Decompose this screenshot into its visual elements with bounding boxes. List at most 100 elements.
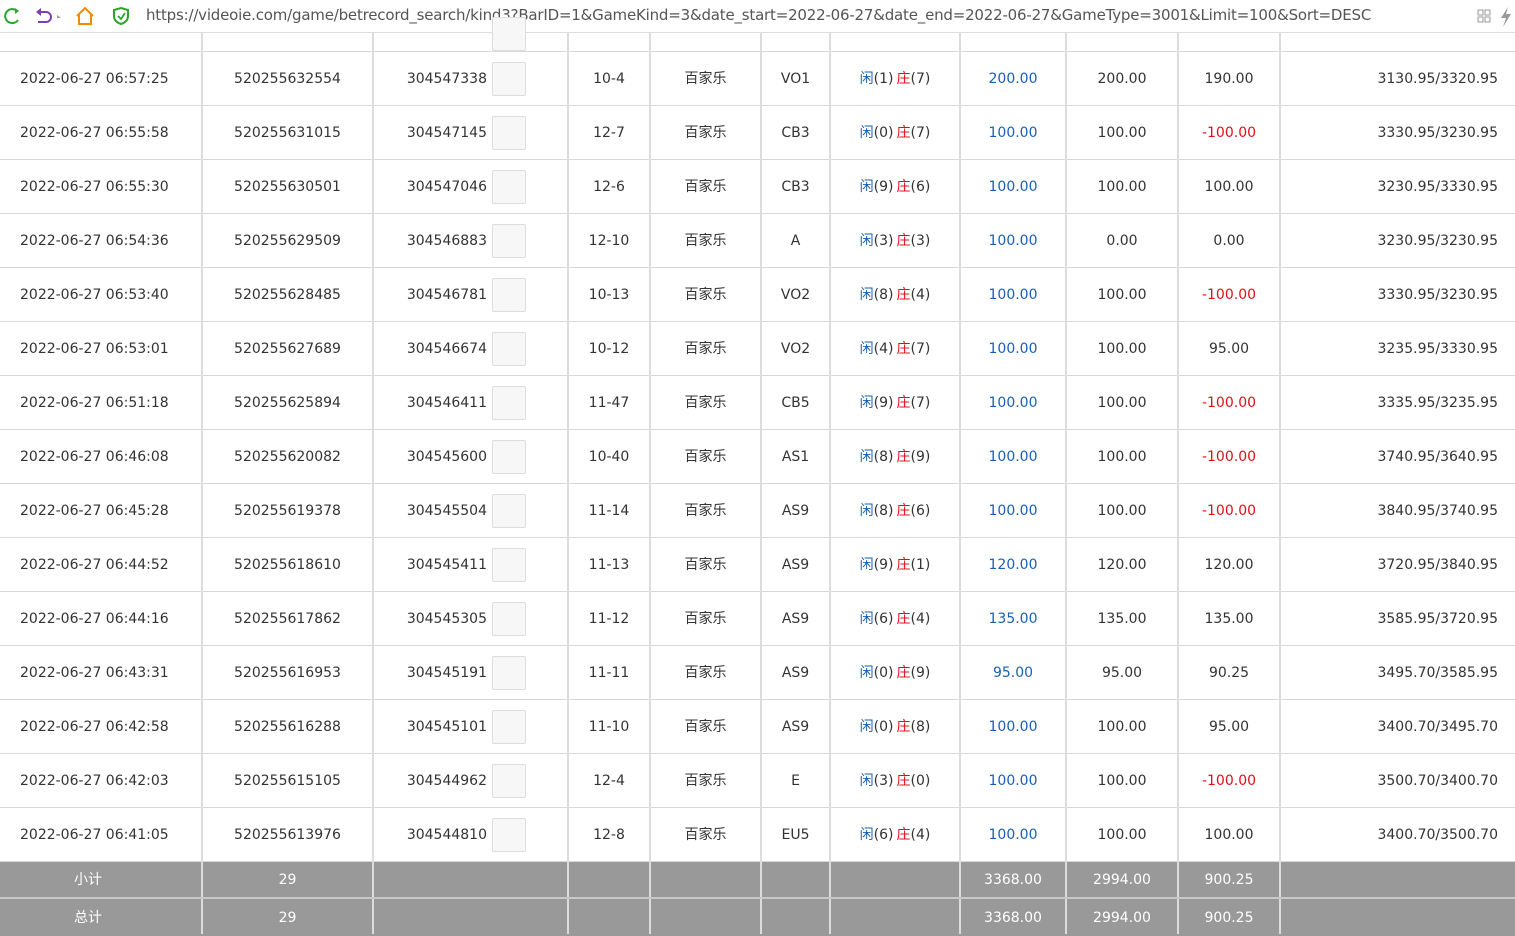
bet-amount: 120.00 [988, 557, 1038, 573]
profit: 190.00 [1204, 71, 1254, 87]
player-label: 闲 [859, 719, 874, 735]
game-id: 304546883 [406, 233, 487, 249]
result: 闲(3) 庄(3) [830, 231, 960, 251]
game: 百家乐 [684, 341, 727, 357]
replay-icon[interactable] [492, 548, 526, 582]
result: 闲(8) 庄(4) [830, 285, 960, 305]
player-label: 闲 [859, 827, 874, 843]
table: CB3 [781, 125, 810, 141]
banker-label: 庄 [896, 395, 911, 411]
replay-icon[interactable] [492, 494, 526, 528]
game: 百家乐 [684, 71, 727, 87]
footer-gap [0, 897, 1515, 899]
profit: 95.00 [1208, 341, 1250, 357]
time: 2022-06-27 06:45:28 [20, 503, 169, 519]
valid: 95.00 [1101, 665, 1143, 681]
player-label: 闲 [859, 341, 874, 357]
balance: 3330.95/3230.95 [1377, 125, 1498, 141]
bet-amount: 200.00 [988, 71, 1038, 87]
profit: 900.25 [1204, 909, 1254, 926]
balance: 3230.95/3230.95 [1377, 233, 1498, 249]
replay-icon[interactable] [492, 764, 526, 798]
game-id: 304544810 [406, 827, 487, 843]
round: 12-7 [593, 125, 625, 141]
profit: -100.00 [1201, 773, 1257, 789]
result: 闲(8) 庄(9) [830, 447, 960, 467]
banker-score: (0) [910, 773, 931, 789]
row-divider [0, 483, 1515, 484]
label: 总计 [74, 909, 102, 926]
replay-icon[interactable] [492, 656, 526, 690]
profit: 100.00 [1204, 179, 1254, 195]
table: CB5 [781, 395, 810, 411]
row-divider [0, 429, 1515, 430]
replay-icon[interactable] [492, 440, 526, 474]
player-score: (3) [873, 773, 894, 789]
game: 百家乐 [684, 827, 727, 843]
balance: 3400.70/3500.70 [1377, 827, 1498, 843]
player-score: (6) [873, 827, 894, 843]
player-score: (1) [873, 71, 894, 87]
refresh-icon[interactable] [4, 8, 19, 25]
replay-icon[interactable] [492, 818, 526, 852]
bet-id: 520255616288 [234, 719, 341, 735]
game-id: 304547046 [406, 179, 487, 195]
replay-icon[interactable] [492, 170, 526, 204]
player-score: (9) [873, 557, 894, 573]
replay-icon[interactable] [492, 602, 526, 636]
game: 百家乐 [684, 503, 727, 519]
replay-icon[interactable] [492, 332, 526, 366]
table: AS9 [781, 665, 810, 681]
column-border [1177, 33, 1179, 934]
game-id: 304545305 [406, 611, 487, 627]
result: 闲(9) 庄(7) [830, 393, 960, 413]
game-id: 304545101 [406, 719, 487, 735]
bet-id: 520255615105 [234, 773, 341, 789]
replay-icon[interactable] [492, 17, 526, 51]
game: 百家乐 [684, 287, 727, 303]
player-label: 闲 [859, 233, 874, 249]
replay-icon[interactable] [492, 710, 526, 744]
row-divider [0, 51, 1515, 52]
replay-icon[interactable] [492, 224, 526, 258]
player-score: (0) [873, 125, 894, 141]
row-divider [0, 861, 1515, 862]
column-border [829, 33, 831, 934]
column-border [1279, 33, 1281, 934]
game-id: 304547145 [406, 125, 487, 141]
banker-label: 庄 [896, 179, 911, 195]
bet-amount: 95.00 [992, 665, 1034, 681]
url[interactable]: https://videoie.com/game/betrecord_searc… [146, 6, 1372, 24]
home-icon[interactable] [76, 6, 94, 25]
time: 2022-06-27 06:54:36 [20, 233, 169, 249]
table: VO2 [780, 287, 811, 303]
column-border [567, 33, 569, 934]
bet-id: 520255618610 [234, 557, 341, 573]
result: 闲(8) 庄(6) [830, 501, 960, 521]
balance: 3720.95/3840.95 [1377, 557, 1498, 573]
round: 10-12 [588, 341, 630, 357]
replay-icon[interactable] [492, 278, 526, 312]
game-id: 304545411 [406, 557, 487, 573]
nav-icons [4, 6, 129, 26]
table: CB3 [781, 179, 810, 195]
player-score: (3) [873, 233, 894, 249]
banker-label: 庄 [896, 71, 911, 87]
game-id: 304545191 [406, 665, 487, 681]
player-score: (8) [873, 287, 894, 303]
bet-id: 520255620082 [234, 449, 341, 465]
bet-amount: 100.00 [988, 233, 1038, 249]
player-label: 闲 [859, 665, 874, 681]
replay-icon[interactable] [492, 116, 526, 150]
profit: -100.00 [1201, 287, 1257, 303]
replay-icon[interactable] [492, 386, 526, 420]
bet-amount: 100.00 [988, 503, 1038, 519]
result: 闲(1) 庄(7) [830, 69, 960, 89]
bet-id: 520255631015 [234, 125, 341, 141]
back-icon[interactable] [38, 11, 52, 23]
valid: 100.00 [1097, 125, 1147, 141]
replay-icon[interactable] [492, 62, 526, 96]
banker-score: (7) [910, 395, 931, 411]
round: 12-10 [588, 233, 630, 249]
banker-score: (7) [910, 341, 931, 357]
